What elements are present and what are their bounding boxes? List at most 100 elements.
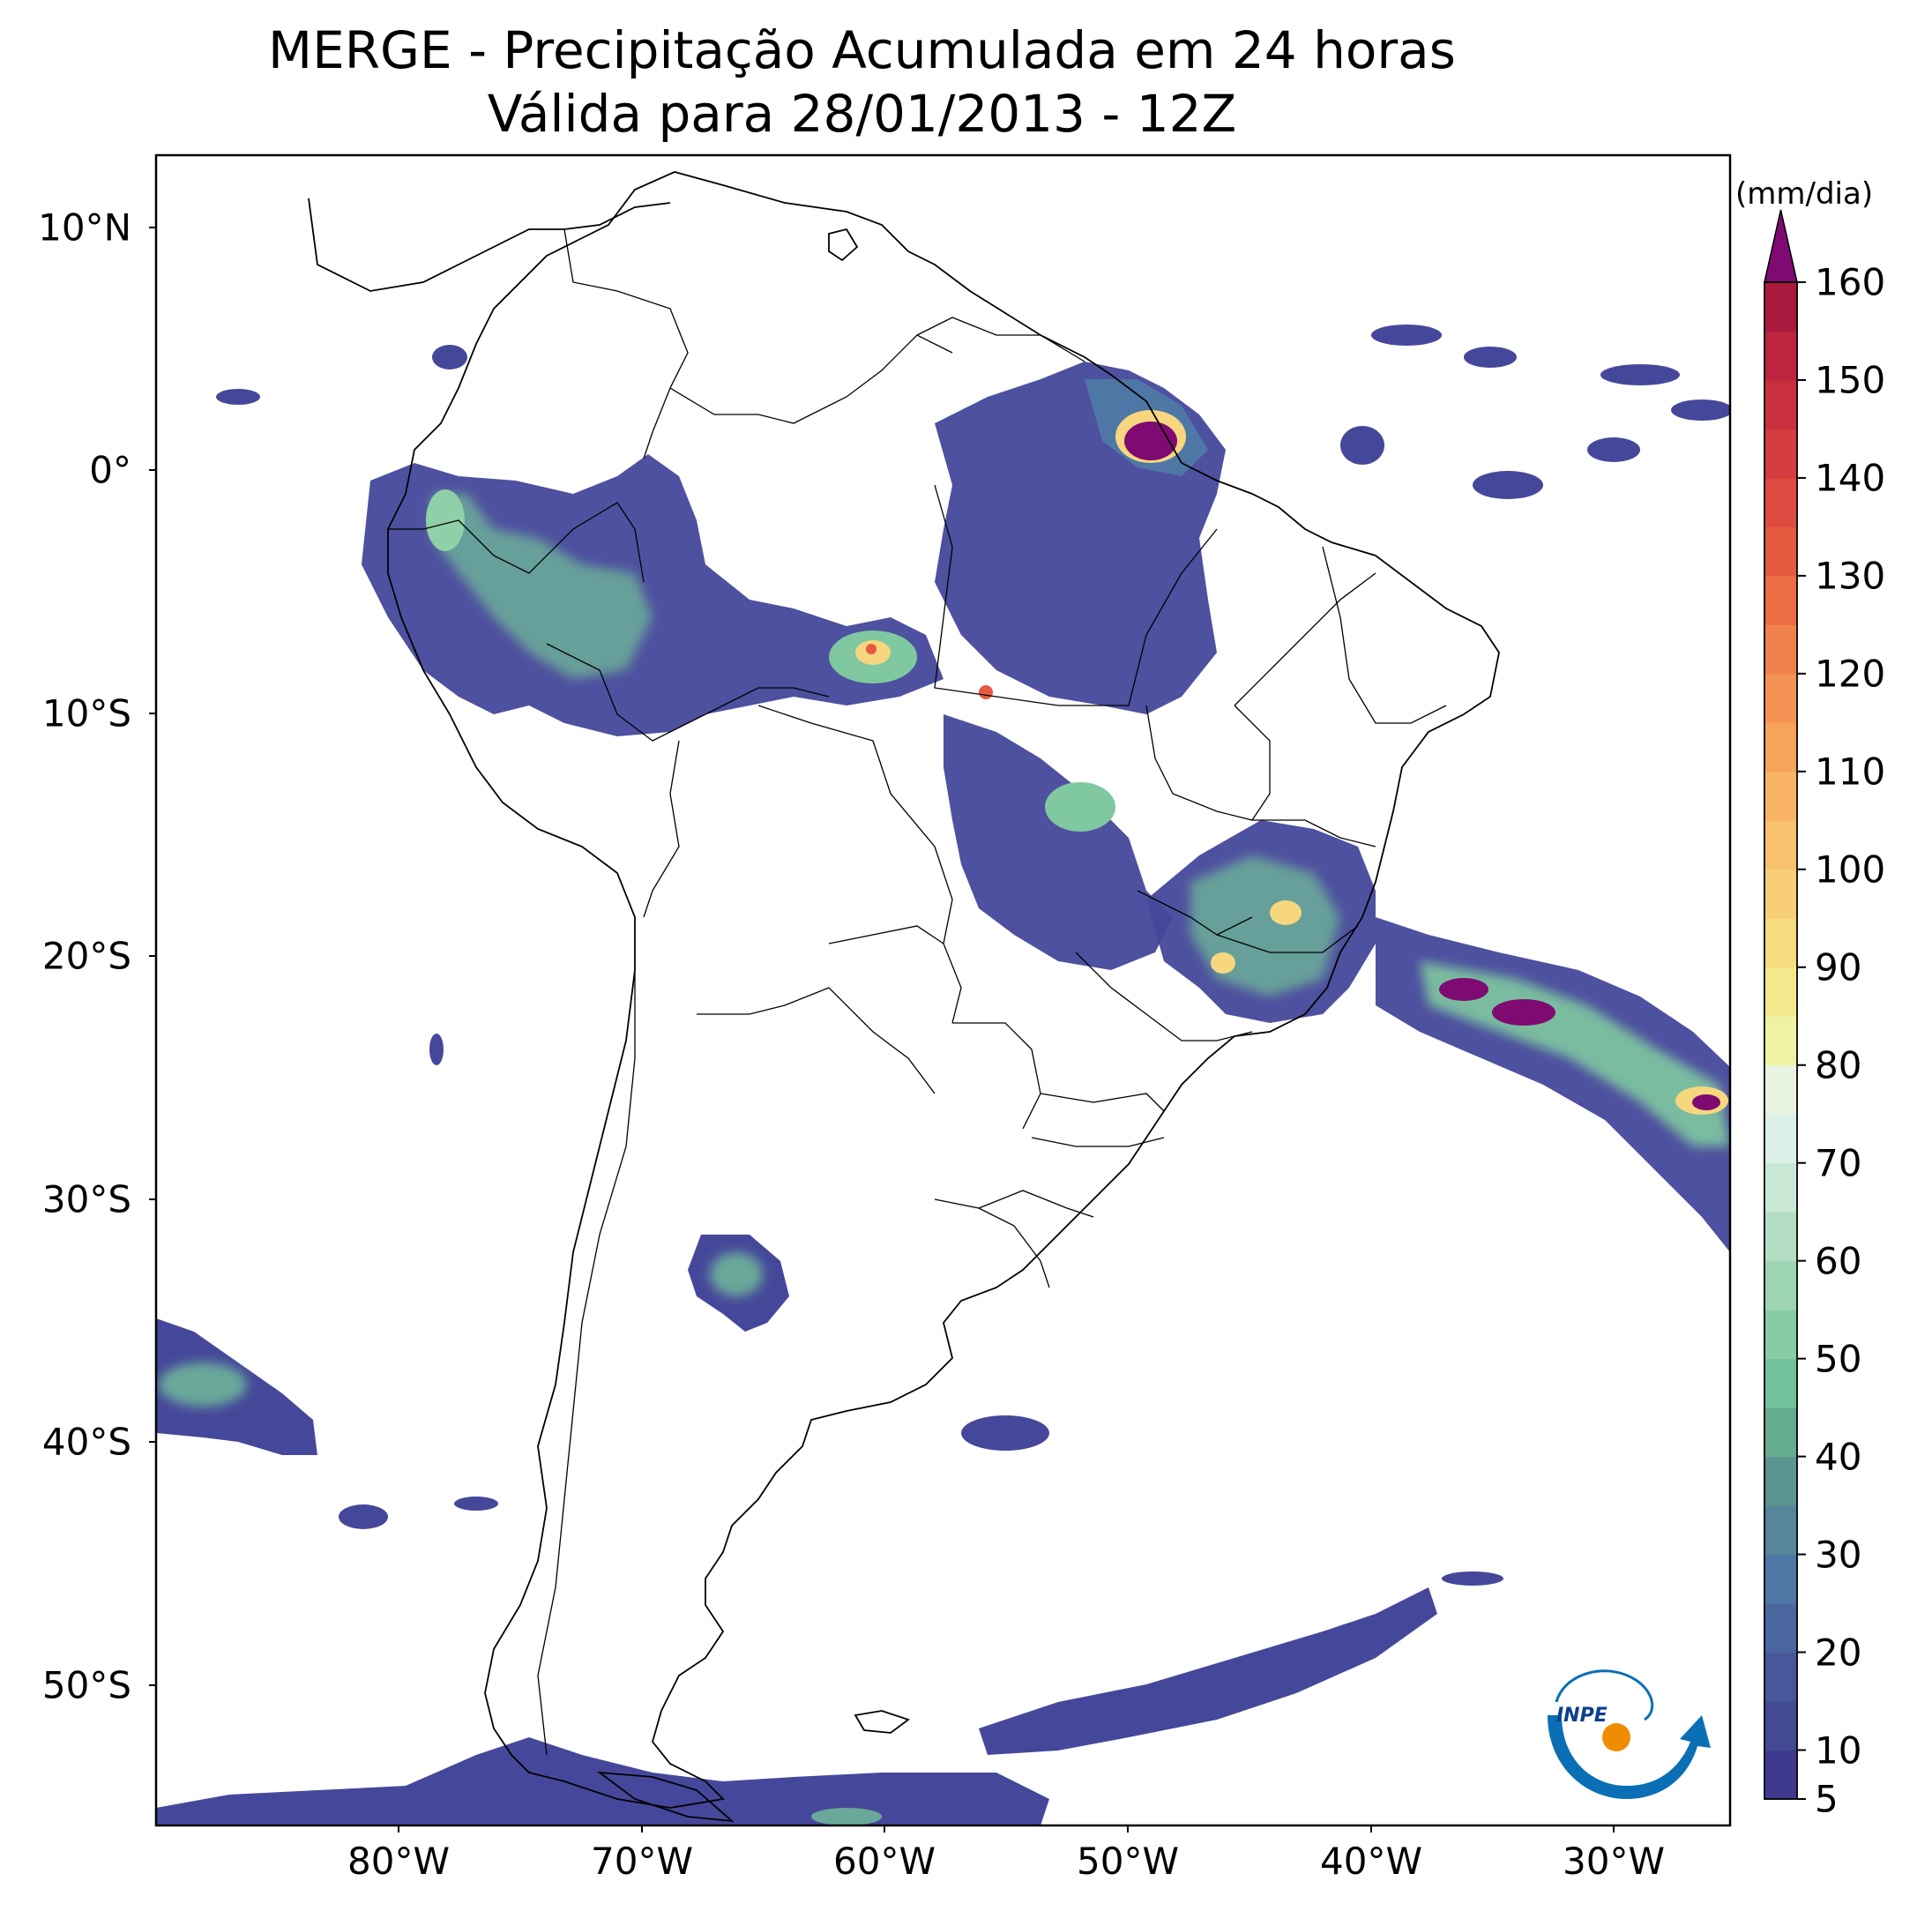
- precip-area-south-atlantic-front: [979, 1587, 1437, 1755]
- colorbar-segment: [1764, 1260, 1797, 1310]
- colorbar-tick-label: 80: [1815, 1043, 1862, 1087]
- colorbar-segment: [1764, 477, 1797, 528]
- lat-label: 10°S: [41, 691, 131, 735]
- colorbar-segment: [1764, 1064, 1797, 1115]
- precip-area-west-amazon: [362, 454, 944, 736]
- colorbar-segment: [1764, 1310, 1797, 1360]
- caribbean-coast: [308, 198, 671, 292]
- border-venezuela-brazil: [669, 334, 953, 424]
- precip-patch-atlantic-north-4: [1671, 399, 1730, 421]
- precip-area-drake-passage: [156, 1737, 1049, 1825]
- precip-area-west-amazon-core: [432, 494, 653, 679]
- precip-patch-pacific-south-2: [454, 1497, 498, 1511]
- logo-orbit: [1555, 1669, 1654, 1721]
- border-colombia-venezuela: [563, 228, 689, 459]
- colorbar-segment: [1764, 575, 1797, 625]
- colorbar-segment: [1764, 1652, 1797, 1702]
- border-brazil-states-5: [1075, 952, 1253, 1041]
- colorbar-ticks: [1797, 281, 1806, 1800]
- border-peru-bolivia: [643, 740, 680, 918]
- colorbar-segment: [1764, 1212, 1797, 1262]
- colorbar-segment: [1764, 1750, 1797, 1800]
- lon-label: 50°W: [1077, 1840, 1179, 1883]
- border-brazil-states-2: [1145, 705, 1271, 821]
- colorbar-extend-arrow: [1764, 209, 1798, 283]
- border-brazil-states-3: [1234, 572, 1376, 706]
- precip-patch-south-atlantic-2: [1442, 1571, 1503, 1586]
- lat-label: 50°S: [41, 1663, 131, 1707]
- colorbar-segment: [1764, 429, 1797, 479]
- precip-cell-minas-1: [1270, 900, 1302, 925]
- precip-patch-south-atlantic-1: [961, 1415, 1049, 1451]
- colorbar-segments: [1764, 282, 1797, 1800]
- colorbar-segment: [1764, 1016, 1797, 1066]
- precip-cell-central-peak: [979, 685, 993, 699]
- map-subtitle: Válida para 28/01/2013 - 12Z: [487, 84, 1237, 144]
- precip-patch-atlantic-eq-2: [1473, 471, 1543, 499]
- colorbar-tick-label: 60: [1815, 1239, 1862, 1283]
- colorbar-tick-label: 90: [1815, 945, 1862, 989]
- border-brazil-states-4: [1137, 890, 1253, 936]
- colorbar-tick-label: 120: [1815, 652, 1886, 696]
- precip-patch-pacific-1: [216, 389, 260, 405]
- map-frame: [154, 153, 1732, 1827]
- precip-patch-atlantic-north-1: [1371, 325, 1442, 346]
- lon-label: 60°W: [833, 1840, 936, 1883]
- colorbar-frame: [1764, 281, 1798, 1800]
- lon-label: 40°W: [1320, 1840, 1422, 1883]
- border-paraguay-brazil: [952, 1022, 1041, 1130]
- precip-cell-atlantic-4: [1692, 1094, 1720, 1110]
- border-argentina-uruguay: [934, 1198, 1050, 1288]
- colorbar-segment: [1764, 673, 1797, 723]
- coastlines: [308, 171, 1500, 1823]
- colorbar-tick-label: 100: [1815, 847, 1886, 892]
- political-borders: [388, 228, 1447, 1756]
- colorbar-segment: [1764, 1456, 1797, 1506]
- precip-patch-atlantic-eq-3: [1587, 437, 1640, 462]
- lat-label: 40°S: [41, 1420, 131, 1464]
- colorbar: [1764, 209, 1806, 1800]
- colorbar-segment: [1764, 869, 1797, 919]
- border-brazil-states-6: [1040, 1093, 1165, 1112]
- colorbar-segment: [1764, 282, 1797, 332]
- precip-cell-central: [1045, 782, 1115, 832]
- border-brazil-uruguay: [978, 1190, 1094, 1218]
- border-bolivia-argentina: [697, 987, 936, 1094]
- precip-patch-atlantic-eq-1: [1340, 426, 1384, 465]
- precip-cell-atlantic-1: [1439, 978, 1488, 1001]
- precip-area-drake-core: [811, 1808, 882, 1825]
- colorbar-segment: [1764, 820, 1797, 870]
- colorbar-tick-label: 40: [1815, 1435, 1862, 1479]
- colorbar-tick-label: 10: [1815, 1728, 1862, 1773]
- lon-label: 30°W: [1563, 1840, 1665, 1883]
- colorbar-unit: (mm/dia): [1735, 176, 1874, 212]
- precip-cell-atlantic-2: [1492, 999, 1555, 1026]
- colorbar-segment: [1764, 722, 1797, 773]
- precipitation-field: [156, 325, 1730, 1825]
- colorbar-tick-label: 110: [1815, 750, 1886, 794]
- precip-cell-andes-north: [426, 489, 465, 551]
- border-brazil-states-10: [1322, 546, 1447, 724]
- border-bolivia-paraguay: [828, 925, 962, 1024]
- logo-orange-dot: [1602, 1723, 1630, 1751]
- colorbar-segment: [1764, 1554, 1797, 1604]
- south-america-coastline: [387, 171, 1500, 1809]
- colorbar-tick-label: 5: [1815, 1777, 1839, 1821]
- colorbar-tick-label: 50: [1815, 1337, 1862, 1381]
- border-brazil-states-7: [1031, 1137, 1165, 1147]
- border-brazil-states-9: [1252, 819, 1376, 847]
- colorbar-segment: [1764, 1358, 1797, 1408]
- colorbar-segment: [1764, 1701, 1797, 1751]
- colorbar-segment: [1764, 967, 1797, 1017]
- tierra-del-fuego: [596, 1771, 735, 1823]
- precip-patch-pacific-south-1: [339, 1504, 388, 1529]
- border-brazil-states-8: [1216, 925, 1359, 953]
- lat-label: 10°N: [38, 205, 131, 250]
- border-bolivia-brazil: [757, 705, 953, 944]
- border-argentina-chile: [537, 970, 636, 1756]
- precip-cell-minas-2: [1211, 952, 1235, 974]
- border-guianas: [916, 317, 1085, 362]
- precip-area-pacific-core: [159, 1362, 247, 1407]
- colorbar-segment: [1764, 1603, 1797, 1653]
